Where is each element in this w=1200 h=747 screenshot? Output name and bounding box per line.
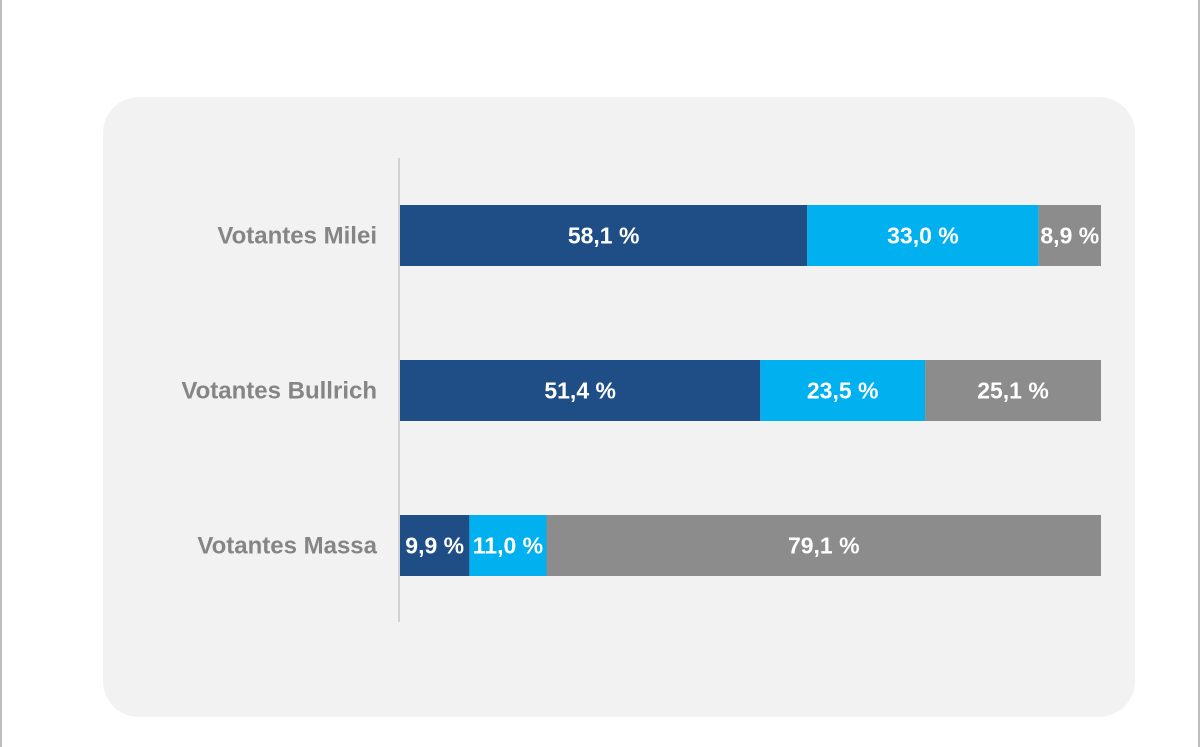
bars-layer <box>400 205 1101 576</box>
bar-segment <box>807 205 1039 266</box>
bar-segment <box>925 360 1101 421</box>
data-label: 9,9 % <box>405 533 464 559</box>
bar-segment <box>546 515 1101 576</box>
data-label: 8,9 % <box>1040 223 1099 249</box>
category-label: Votantes Milei <box>217 223 377 250</box>
labels-layer: Votantes Milei 58,1 % 33,0 % 8,9 % Votantes … <box>181 223 1099 560</box>
data-label: 11,0 % <box>473 533 543 559</box>
data-label: 25,1 % <box>977 378 1049 404</box>
data-label: 58,1 % <box>568 223 640 249</box>
category-label: Votantes Massa <box>197 533 377 560</box>
bar-segment <box>760 360 926 421</box>
bar-segment <box>400 515 470 576</box>
bar-segment <box>400 205 808 266</box>
bar-segment <box>400 360 761 421</box>
bar-segment <box>1038 205 1101 266</box>
data-label: 51,4 % <box>544 378 616 404</box>
data-label: 23,5 % <box>807 378 879 404</box>
data-label: 33,0 % <box>887 223 959 249</box>
category-label: Votantes Bullrich <box>181 378 377 405</box>
bar-segment <box>469 515 547 576</box>
data-label: 79,1 % <box>788 533 860 559</box>
